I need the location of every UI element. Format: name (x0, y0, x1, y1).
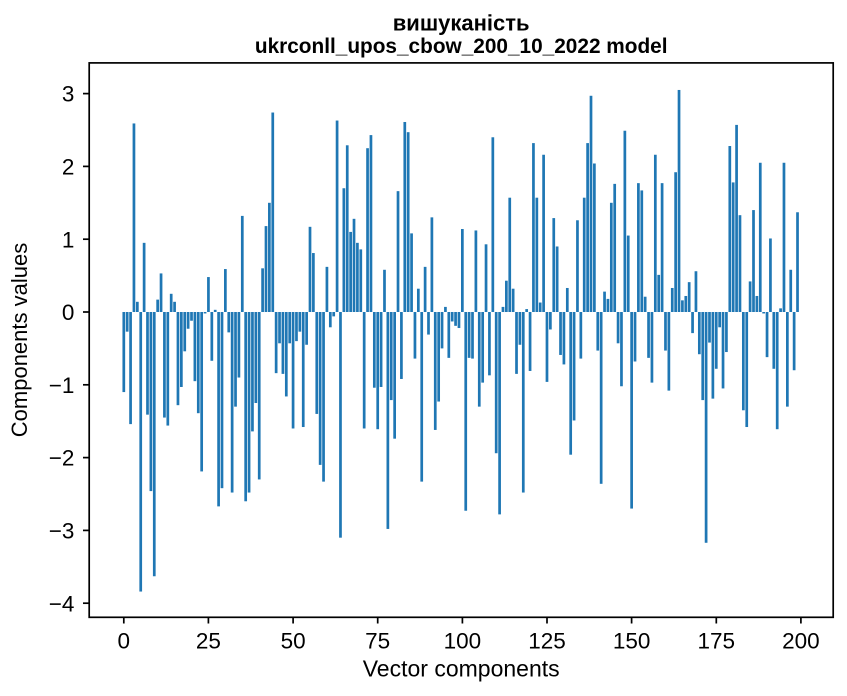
svg-text:вишуканість: вишуканість (393, 11, 530, 36)
svg-text:100: 100 (444, 628, 482, 653)
svg-text:Vector components: Vector components (363, 656, 560, 682)
svg-text:50: 50 (281, 628, 306, 653)
svg-text:200: 200 (782, 628, 820, 653)
svg-text:−4: −4 (49, 591, 75, 616)
svg-text:−2: −2 (49, 446, 75, 471)
svg-text:−3: −3 (49, 519, 75, 544)
svg-text:150: 150 (613, 628, 651, 653)
svg-text:ukrconll_upos_cbow_200_10_2022: ukrconll_upos_cbow_200_10_2022 model (255, 35, 668, 58)
svg-text:0: 0 (62, 300, 75, 325)
svg-text:25: 25 (196, 628, 221, 653)
svg-text:3: 3 (62, 82, 75, 107)
svg-text:2: 2 (62, 155, 75, 180)
svg-text:175: 175 (698, 628, 736, 653)
svg-text:0: 0 (118, 628, 131, 653)
svg-text:125: 125 (528, 628, 566, 653)
svg-text:Components values: Components values (7, 243, 32, 437)
svg-text:75: 75 (365, 628, 390, 653)
svg-text:−1: −1 (49, 373, 75, 398)
svg-text:1: 1 (62, 227, 75, 252)
